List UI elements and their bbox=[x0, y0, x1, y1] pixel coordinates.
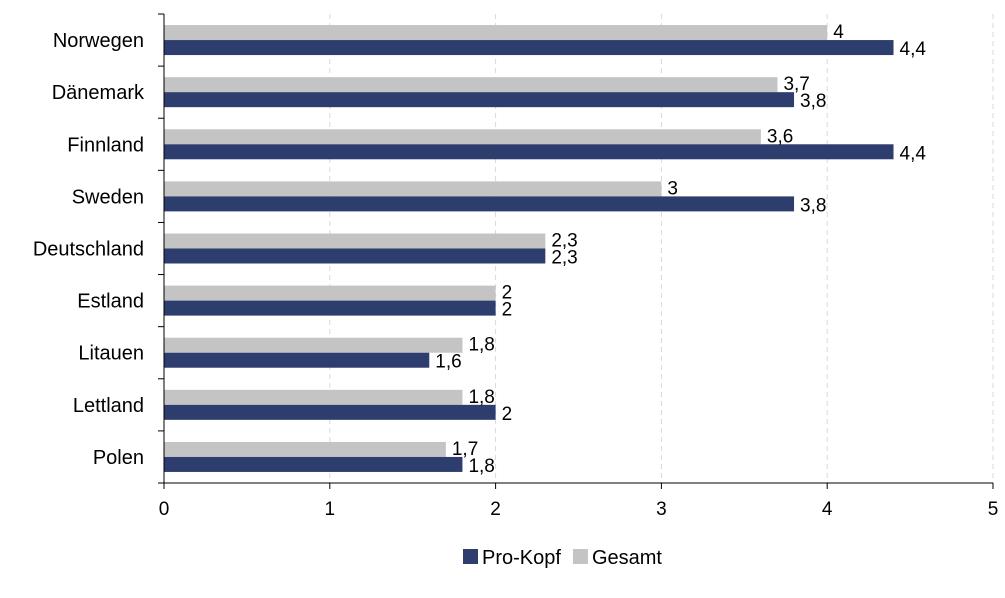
x-tick-label-2: 2 bbox=[490, 499, 501, 520]
value-label-pro-kopf-litauen: 1,6 bbox=[435, 352, 461, 373]
value-label-gesamt-litauen: 1,8 bbox=[468, 335, 494, 356]
value-label-pro-kopf-lettland: 2 bbox=[502, 404, 513, 425]
value-label-gesamt-estland: 2 bbox=[502, 283, 513, 304]
category-label-estland: Estland bbox=[77, 291, 144, 313]
value-label-gesamt-lettland: 1,8 bbox=[468, 387, 494, 408]
legend: Pro-Kopf Gesamt bbox=[463, 547, 662, 569]
value-label-pro-kopf-deutschland: 2,3 bbox=[551, 248, 577, 269]
bars bbox=[164, 25, 894, 472]
bar-pro-kopf-litauen bbox=[164, 352, 430, 368]
value-label-pro-kopf-sweden: 3,8 bbox=[800, 195, 826, 216]
category-label-lettland: Lettland bbox=[73, 395, 144, 417]
bar-gesamt-deutschland bbox=[164, 233, 546, 249]
value-label-pro-kopf-norwegen: 4,4 bbox=[900, 39, 927, 60]
bar-gesamt-finnland bbox=[164, 129, 761, 145]
bar-pro-kopf-daenemark bbox=[164, 92, 795, 108]
bar-gesamt-daenemark bbox=[164, 77, 778, 93]
legend-label-gesamt: Gesamt bbox=[592, 547, 662, 569]
bar-pro-kopf-deutschland bbox=[164, 248, 546, 264]
bar-pro-kopf-finnland bbox=[164, 144, 894, 160]
value-label-gesamt-daenemark: 3,7 bbox=[783, 74, 809, 95]
value-label-pro-kopf-polen: 1,8 bbox=[468, 456, 494, 477]
value-label-pro-kopf-finnland: 4,4 bbox=[900, 143, 927, 164]
x-tick-label-0: 0 bbox=[159, 499, 170, 520]
value-label-gesamt-finnland: 3,6 bbox=[767, 126, 793, 147]
axes bbox=[158, 13, 994, 489]
bar-pro-kopf-sweden bbox=[164, 196, 795, 212]
bar-pro-kopf-polen bbox=[164, 456, 463, 472]
bar-gesamt-sweden bbox=[164, 181, 662, 197]
bar-gesamt-norwegen bbox=[164, 25, 828, 41]
bar-gesamt-litauen bbox=[164, 337, 463, 353]
x-tick-label-4: 4 bbox=[822, 499, 833, 520]
value-label-pro-kopf-daenemark: 3,8 bbox=[800, 91, 826, 112]
bar-pro-kopf-norwegen bbox=[164, 40, 894, 56]
legend-label-pro-kopf: Pro-Kopf bbox=[482, 547, 561, 569]
bar-gesamt-estland bbox=[164, 285, 496, 301]
category-label-polen: Polen bbox=[93, 447, 144, 469]
x-tick-label-5: 5 bbox=[988, 499, 999, 520]
value-label-gesamt-norwegen: 4 bbox=[833, 22, 844, 43]
bar-gesamt-polen bbox=[164, 441, 446, 457]
legend-swatch-gesamt bbox=[572, 549, 588, 564]
value-label-gesamt-deutschland: 2,3 bbox=[551, 231, 577, 252]
x-tick-label-3: 3 bbox=[656, 499, 667, 520]
value-label-gesamt-sweden: 3 bbox=[667, 178, 678, 199]
value-label-gesamt-polen: 1,7 bbox=[452, 439, 478, 460]
category-label-litauen: Litauen bbox=[78, 343, 144, 365]
category-label-norwegen: Norwegen bbox=[53, 30, 144, 52]
category-label-sweden: Sweden bbox=[72, 186, 144, 208]
value-label-pro-kopf-estland: 2 bbox=[502, 300, 513, 321]
labels: 44,4Norwegen3,73,8Dänemark3,64,4Finnland… bbox=[33, 22, 998, 520]
bar-gesamt-lettland bbox=[164, 389, 463, 405]
bar-pro-kopf-lettland bbox=[164, 404, 496, 420]
category-label-deutschland: Deutschland bbox=[33, 239, 144, 261]
x-tick-label-1: 1 bbox=[325, 499, 336, 520]
bar-pro-kopf-estland bbox=[164, 300, 496, 316]
category-label-daenemark: Dänemark bbox=[52, 82, 145, 104]
legend-swatch-pro-kopf bbox=[463, 549, 478, 564]
category-label-finnland: Finnland bbox=[67, 134, 144, 156]
